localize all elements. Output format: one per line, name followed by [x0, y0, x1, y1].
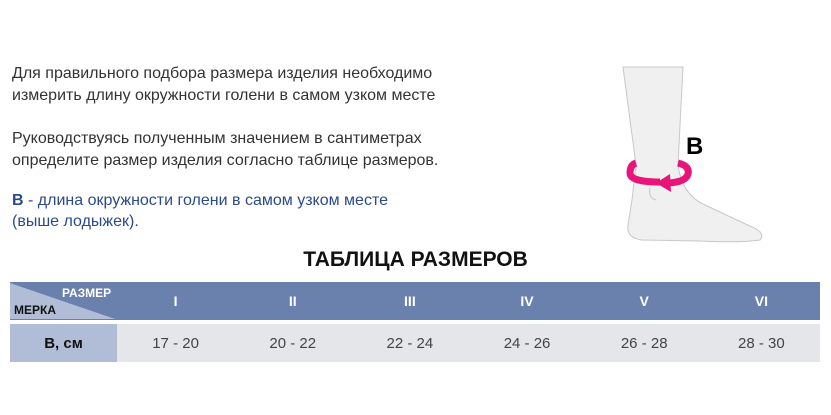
size-header: VI [702, 282, 820, 320]
corner-bottom: МЕРКА [14, 303, 56, 317]
arrow-head-icon [656, 174, 671, 192]
row-label: B, см [10, 324, 117, 362]
b-description-2: (выше лодыжек). [12, 213, 139, 230]
intro-line: определите размер изделия согласно табли… [12, 152, 439, 169]
b-desc: - длина окружности голени в самом узком … [23, 192, 388, 209]
b-description: B - длина окружности голени в самом узко… [12, 190, 388, 212]
intro-line: Для правильного подбора размера изделия … [12, 65, 433, 82]
corner-top: РАЗМЕР [62, 286, 111, 300]
size-header: I [117, 282, 235, 320]
leg-shape [622, 66, 763, 243]
size-header: V [585, 282, 703, 320]
b-figure-label: B [686, 133, 703, 160]
leg-illustration: B [622, 66, 763, 243]
size-table: РАЗМЕР МЕРКА I II III IV V VI B, см 17 -… [10, 282, 820, 362]
value-cell: 26 - 28 [585, 324, 703, 362]
value-cell: 22 - 24 [351, 324, 469, 362]
corner-cell: РАЗМЕР МЕРКА [10, 282, 117, 320]
header-row: РАЗМЕР МЕРКА I II III IV V VI [10, 282, 820, 320]
size-header: IV [468, 282, 586, 320]
size-header: II [234, 282, 352, 320]
measure-arrow-icon [626, 159, 692, 187]
intro-line: Руководствуясь полученным значением в са… [12, 130, 422, 147]
value-cell: 28 - 30 [702, 324, 820, 362]
size-header: III [351, 282, 469, 320]
b-label: B [12, 192, 24, 209]
value-cell: 20 - 22 [234, 324, 352, 362]
intro-line: измерить длину окружности голени в самом… [12, 87, 436, 104]
value-cell: 24 - 26 [468, 324, 586, 362]
table-row: B, см 17 - 20 20 - 22 22 - 24 24 - 26 26… [10, 324, 820, 362]
table-title: ТАБЛИЦА РАЗМЕРОВ [303, 248, 528, 271]
value-cell: 17 - 20 [117, 324, 235, 362]
